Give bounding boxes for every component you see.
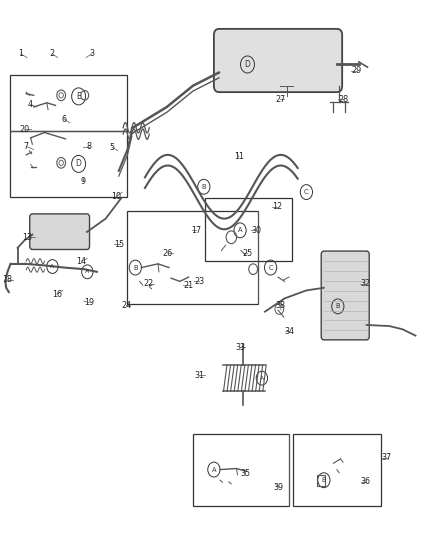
Text: 6: 6 — [62, 115, 67, 124]
Bar — [10, 131, 127, 197]
Text: C: C — [268, 264, 273, 271]
Text: A: A — [85, 269, 89, 274]
FancyBboxPatch shape — [214, 29, 342, 92]
Text: 39: 39 — [274, 482, 284, 491]
Text: E: E — [76, 92, 81, 101]
FancyBboxPatch shape — [30, 214, 89, 249]
Text: 16: 16 — [52, 289, 62, 298]
Text: 7: 7 — [24, 142, 29, 151]
Text: 22: 22 — [143, 279, 154, 288]
Bar — [193, 434, 289, 506]
Text: 10: 10 — [112, 192, 122, 201]
Text: 13: 13 — [22, 233, 32, 242]
Text: 3: 3 — [89, 50, 94, 58]
Bar — [10, 75, 127, 131]
Text: 38: 38 — [275, 301, 285, 310]
Bar — [317, 475, 325, 486]
Text: 34: 34 — [284, 327, 294, 336]
Text: 30: 30 — [251, 226, 261, 235]
Text: 14: 14 — [76, 257, 86, 265]
Text: 23: 23 — [194, 277, 205, 286]
Text: 31: 31 — [194, 371, 205, 380]
Text: C: C — [304, 189, 309, 195]
Bar — [205, 198, 293, 261]
Text: 33: 33 — [235, 343, 245, 352]
Text: 35: 35 — [240, 470, 251, 478]
Text: 26: 26 — [162, 249, 173, 258]
Text: 5: 5 — [110, 143, 115, 152]
Bar — [293, 434, 381, 506]
Text: 29: 29 — [351, 67, 362, 75]
Text: 15: 15 — [115, 240, 125, 249]
Text: 25: 25 — [242, 249, 253, 258]
Text: B: B — [133, 264, 138, 271]
Text: 18: 18 — [2, 275, 12, 284]
Text: B: B — [336, 303, 340, 309]
Text: 9: 9 — [81, 177, 85, 186]
Text: B: B — [201, 184, 206, 190]
FancyBboxPatch shape — [321, 251, 369, 340]
Text: A: A — [260, 376, 264, 381]
Text: 24: 24 — [122, 301, 132, 310]
Text: 36: 36 — [361, 478, 371, 486]
Text: 27: 27 — [275, 94, 285, 103]
Text: 17: 17 — [191, 226, 201, 235]
Text: 2: 2 — [50, 50, 55, 58]
Text: 4: 4 — [28, 100, 33, 109]
Text: 12: 12 — [272, 203, 282, 212]
Text: A: A — [238, 228, 242, 233]
Text: B: B — [321, 477, 326, 483]
Text: 37: 37 — [381, 454, 392, 463]
Text: 32: 32 — [360, 279, 371, 288]
Text: 20: 20 — [19, 125, 30, 134]
Text: A: A — [50, 264, 55, 269]
Text: 1: 1 — [18, 50, 23, 58]
Text: D: D — [76, 159, 81, 168]
Bar — [127, 211, 258, 304]
Text: 21: 21 — [184, 280, 194, 289]
Text: D: D — [244, 60, 251, 69]
Text: A: A — [212, 466, 216, 473]
Text: 8: 8 — [87, 142, 92, 151]
Text: 28: 28 — [338, 94, 348, 103]
Text: 11: 11 — [234, 152, 244, 161]
Text: 19: 19 — [84, 298, 94, 307]
